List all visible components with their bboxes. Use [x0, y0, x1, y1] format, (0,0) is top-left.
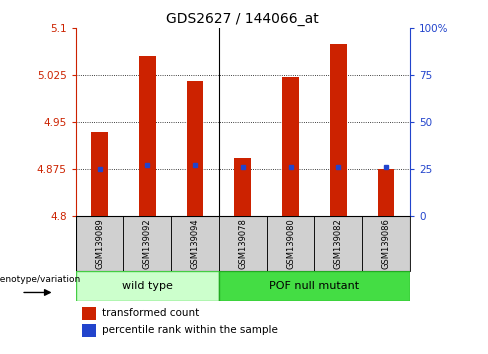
Bar — [82, 324, 96, 337]
Text: genotype/variation: genotype/variation — [0, 275, 81, 284]
Text: GSM139082: GSM139082 — [334, 218, 343, 269]
Bar — [82, 307, 96, 320]
Bar — [91, 131, 108, 216]
Text: GSM139094: GSM139094 — [190, 218, 200, 269]
Text: wild type: wild type — [122, 281, 173, 291]
Text: POF null mutant: POF null mutant — [269, 281, 360, 291]
Text: GSM139080: GSM139080 — [286, 218, 295, 269]
FancyBboxPatch shape — [219, 216, 266, 271]
FancyBboxPatch shape — [76, 271, 219, 301]
FancyBboxPatch shape — [171, 216, 219, 271]
FancyBboxPatch shape — [123, 216, 171, 271]
Text: GSM139078: GSM139078 — [238, 218, 247, 269]
FancyBboxPatch shape — [76, 216, 123, 271]
Text: GSM139086: GSM139086 — [382, 218, 390, 269]
FancyBboxPatch shape — [362, 216, 410, 271]
Bar — [187, 81, 203, 216]
Text: GSM139089: GSM139089 — [95, 218, 104, 269]
Bar — [139, 56, 156, 216]
Text: GSM139092: GSM139092 — [143, 218, 152, 269]
Text: percentile rank within the sample: percentile rank within the sample — [102, 325, 278, 336]
Title: GDS2627 / 144066_at: GDS2627 / 144066_at — [166, 12, 319, 26]
Bar — [330, 44, 346, 216]
FancyBboxPatch shape — [219, 271, 410, 301]
Bar — [282, 77, 299, 216]
FancyBboxPatch shape — [314, 216, 362, 271]
Bar — [378, 169, 394, 216]
Bar — [234, 158, 251, 216]
FancyBboxPatch shape — [266, 216, 314, 271]
Text: transformed count: transformed count — [102, 308, 200, 318]
